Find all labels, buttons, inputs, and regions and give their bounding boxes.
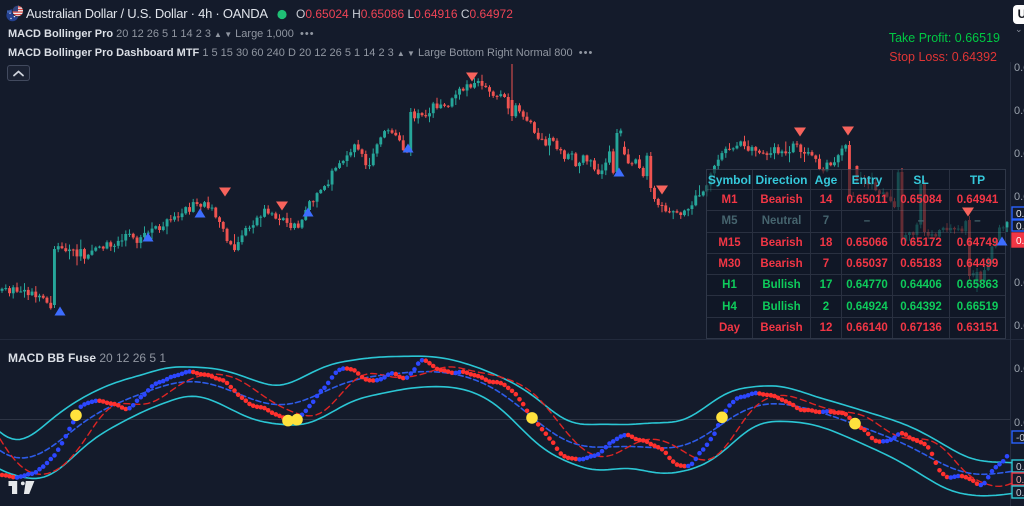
svg-text:0.6: 0.6 — [1014, 320, 1024, 332]
svg-text:0.6: 0.6 — [1014, 148, 1024, 160]
svg-text:0.6: 0.6 — [1014, 62, 1024, 74]
svg-text:0.: 0. — [1016, 236, 1024, 247]
svg-text:0.: 0. — [1016, 222, 1024, 233]
svg-text:0.6: 0.6 — [1014, 105, 1024, 117]
svg-text:0.6: 0.6 — [1014, 191, 1024, 203]
svg-text:0.6: 0.6 — [1014, 277, 1024, 289]
svg-text:0.6: 0.6 — [1014, 363, 1024, 375]
svg-text:-0: -0 — [1016, 433, 1024, 444]
svg-text:0.6: 0.6 — [1014, 417, 1024, 429]
svg-text:0.: 0. — [1016, 462, 1024, 473]
svg-text:0.: 0. — [1016, 209, 1024, 220]
svg-text:0.: 0. — [1016, 475, 1024, 486]
svg-text:0.: 0. — [1016, 488, 1024, 499]
